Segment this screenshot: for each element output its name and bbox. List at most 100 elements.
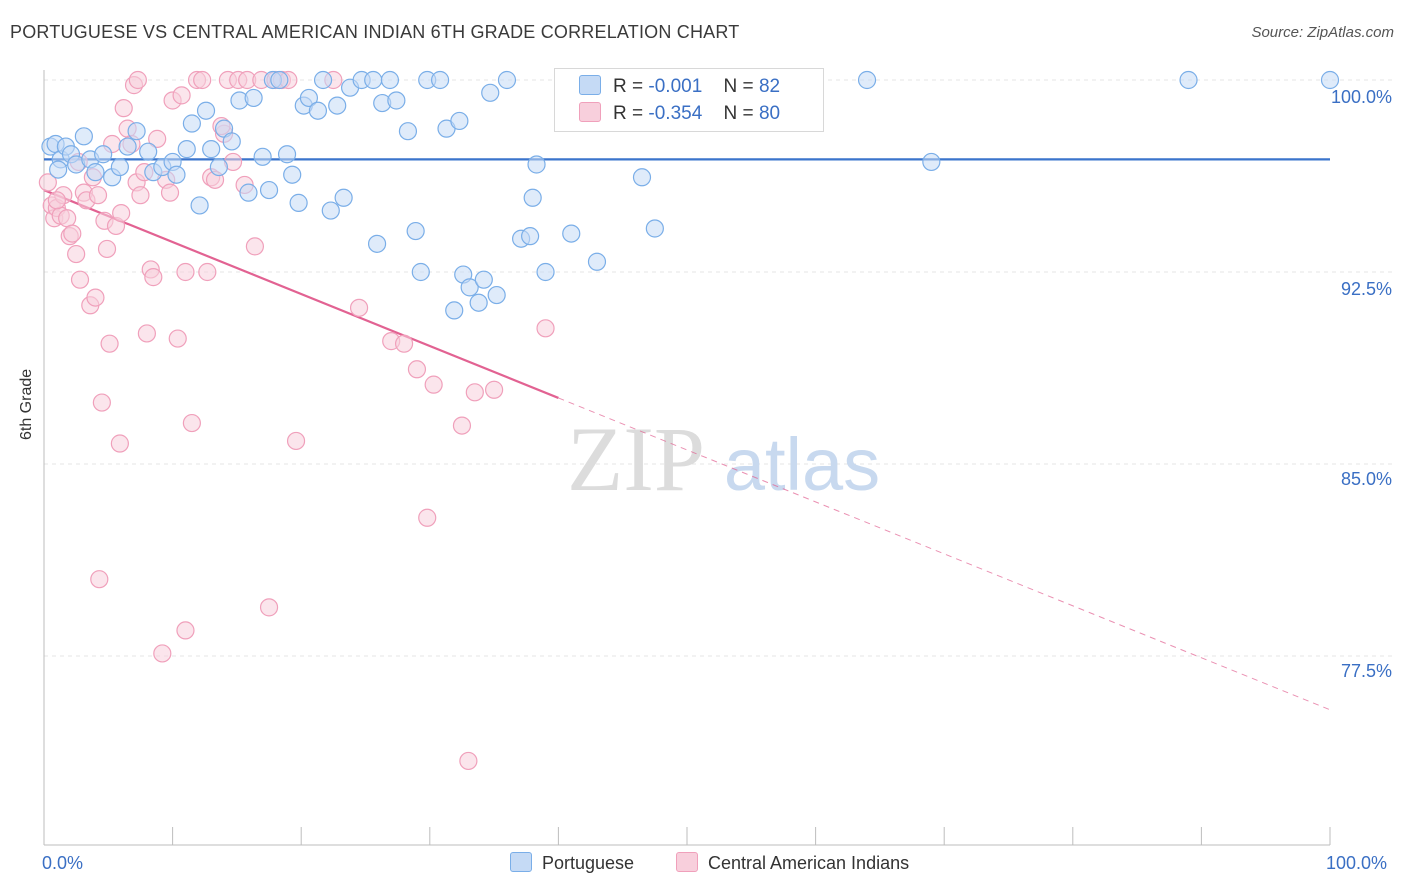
point-portuguese-67 <box>521 227 540 246</box>
point-portuguese-64 <box>487 285 506 305</box>
point-central-american-indians-39 <box>168 329 187 348</box>
point-portuguese-55 <box>430 70 450 90</box>
chart-title: PORTUGUESE VS CENTRAL AMERICAN INDIAN 6T… <box>10 22 740 42</box>
legend-swatch-portuguese <box>579 75 601 95</box>
point-portuguese-23 <box>202 140 221 159</box>
point-portuguese-52 <box>406 221 425 241</box>
stats-legend: R = -0.001 N = 82 R = -0.354 N = 80 <box>554 68 824 132</box>
point-portuguese-6 <box>74 127 93 146</box>
point-central-american-indians-15 <box>86 288 105 307</box>
point-portuguese-71 <box>562 224 581 243</box>
point-portuguese-39 <box>308 101 328 120</box>
point-portuguese-26 <box>222 132 241 151</box>
point-central-american-indians-72 <box>536 319 555 338</box>
point-portuguese-72 <box>587 252 607 271</box>
point-central-american-indians-62 <box>349 298 369 317</box>
point-portuguese-79 <box>1179 70 1198 90</box>
legend-r-label: R = <box>613 103 644 124</box>
point-portuguese-49 <box>380 70 400 90</box>
axes <box>43 70 1331 846</box>
point-portuguese-75 <box>645 219 664 238</box>
point-portuguese-78 <box>922 152 941 172</box>
point-portuguese-19 <box>177 140 196 159</box>
legend-n-value: 82 <box>758 76 781 97</box>
point-central-american-indians-69 <box>459 751 478 771</box>
point-central-american-indians-74 <box>176 621 195 640</box>
point-central-american-indians-79 <box>128 70 147 90</box>
point-central-american-indians-68 <box>452 416 472 435</box>
point-portuguese-31 <box>259 180 279 200</box>
point-central-american-indians-0 <box>38 173 57 192</box>
point-portuguese-13 <box>127 122 146 141</box>
point-portuguese-42 <box>328 96 347 115</box>
point-portuguese-53 <box>411 262 430 282</box>
point-portuguese-47 <box>367 234 387 253</box>
point-central-american-indians-19 <box>97 239 117 259</box>
legend-n-label: N = <box>723 76 754 97</box>
point-portuguese-70 <box>536 262 555 282</box>
point-central-american-indians-77 <box>112 204 131 223</box>
legend-label-portuguese: Portuguese <box>542 853 635 873</box>
point-central-american-indians-44 <box>193 70 212 90</box>
point-portuguese-38 <box>299 88 319 108</box>
point-central-american-indians-31 <box>137 324 156 343</box>
point-central-american-indians-45 <box>198 262 217 282</box>
point-central-american-indians-66 <box>418 508 437 527</box>
point-central-american-indians-20 <box>100 334 119 353</box>
point-central-american-indians-75 <box>47 191 66 210</box>
point-central-american-indians-37 <box>160 183 180 202</box>
point-portuguese-9 <box>94 145 113 164</box>
point-portuguese-46 <box>364 70 383 90</box>
point-central-american-indians-56 <box>259 598 279 617</box>
point-central-american-indians-34 <box>148 129 167 148</box>
point-portuguese-20 <box>182 114 201 133</box>
trend-line-dashed-1 <box>558 397 1331 711</box>
legend-swatch-central-american-indians <box>579 102 601 122</box>
point-central-american-indians-23 <box>110 434 129 453</box>
x-tick-label-max: 100.0% <box>1326 853 1388 873</box>
point-portuguese-62 <box>474 270 493 289</box>
point-central-american-indians-24 <box>114 99 133 118</box>
chart-source: Source: ZipAtlas.com <box>1251 24 1394 41</box>
y-tick-label-100: 100.0% <box>1330 87 1392 107</box>
watermark-zip: ZIP <box>567 408 705 510</box>
point-central-american-indians-67 <box>424 375 443 394</box>
point-portuguese-81 <box>49 160 68 179</box>
point-central-american-indians-33 <box>144 268 163 287</box>
gridlines <box>44 79 1392 657</box>
point-portuguese-57 <box>445 301 464 320</box>
point-central-american-indians-9 <box>67 244 86 264</box>
legend-r-value: -0.354 <box>648 103 703 124</box>
legend-label-central-american-indians: Central American Indians <box>708 853 910 873</box>
point-portuguese-34 <box>277 145 297 164</box>
point-portuguese-69 <box>527 155 546 174</box>
legend-r-label: R = <box>613 76 644 97</box>
watermark: ZIP atlas <box>567 408 880 510</box>
data-points <box>38 70 1340 771</box>
point-portuguese-29 <box>244 88 263 108</box>
point-central-american-indians-70 <box>465 383 484 402</box>
legend-swatch-portuguese <box>510 852 532 872</box>
point-portuguese-80 <box>1320 70 1340 90</box>
y-axis-label: 6th Grade <box>18 368 35 440</box>
point-central-american-indians-10 <box>70 270 90 289</box>
y-tick-label-77-5: 77.5% <box>1340 661 1392 681</box>
legend-item-central-american-indians: Central American Indians <box>676 852 909 874</box>
point-portuguese-61 <box>469 293 488 312</box>
legend-row-central-american-indians: R = -0.354 N = 80 <box>579 102 780 126</box>
watermark-atlas: atlas <box>724 423 880 506</box>
point-portuguese-35 <box>283 165 302 184</box>
point-central-american-indians-42 <box>182 413 201 433</box>
point-portuguese-24 <box>209 157 228 177</box>
point-central-american-indians-73 <box>90 570 109 589</box>
point-portuguese-22 <box>196 101 216 120</box>
point-portuguese-41 <box>321 201 340 220</box>
point-central-american-indians-29 <box>131 186 150 205</box>
point-central-american-indians-64 <box>394 334 414 353</box>
point-portuguese-33 <box>270 70 289 90</box>
point-central-american-indians-6 <box>58 209 77 228</box>
legend-n-label: N = <box>723 103 754 124</box>
point-portuguese-30 <box>253 147 272 166</box>
point-central-american-indians-65 <box>407 360 427 379</box>
point-portuguese-68 <box>523 188 542 207</box>
